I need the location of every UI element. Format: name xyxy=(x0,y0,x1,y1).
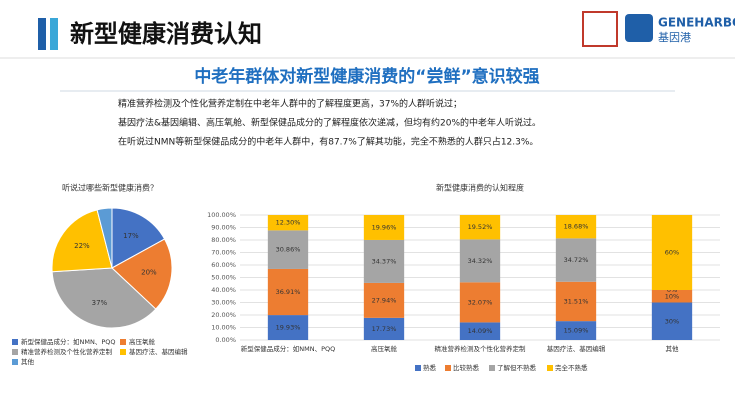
pie-slice xyxy=(111,238,173,310)
bar-segment xyxy=(267,315,309,340)
data-label: 17.73% xyxy=(372,325,397,333)
data-label: 30.86% xyxy=(276,246,301,254)
accent-bar xyxy=(50,18,58,50)
legend-label: 完全不熟悉 xyxy=(555,363,588,372)
legend-label: 了解但不熟悉 xyxy=(497,363,537,372)
bar-segment xyxy=(555,281,597,322)
data-label: 15.09% xyxy=(564,327,589,335)
legend-swatch xyxy=(489,365,495,371)
data-label: 36.91% xyxy=(276,288,301,296)
data-label: 10% xyxy=(665,292,679,300)
y-tick-label: 70.00% xyxy=(211,249,236,257)
data-label: 27.94% xyxy=(372,296,397,304)
subtitle: 中老年群体对新型健康消费的“尝鲜”意识较强 xyxy=(194,66,539,87)
legend-swatch xyxy=(415,365,421,371)
legend-swatch xyxy=(445,365,451,371)
bar-segment xyxy=(363,282,405,318)
legend-swatch xyxy=(12,339,18,345)
bar-segment xyxy=(459,215,501,240)
slide-title: 新型健康消费认知 xyxy=(70,20,262,48)
y-tick-label: 90.00% xyxy=(211,224,236,232)
y-tick-label: 80.00% xyxy=(211,236,236,244)
data-label: 19.93% xyxy=(276,324,301,332)
paragraph: 在听说过NMN等新型保健品成分的中老年人群中，有87.7%了解其功能，完全不熟悉… xyxy=(118,136,538,148)
pie-slice xyxy=(51,267,157,329)
data-label: 14.09% xyxy=(468,327,493,335)
data-label: 18.68% xyxy=(564,223,589,231)
data-label: 17% xyxy=(123,232,139,240)
legend-swatch xyxy=(12,359,18,365)
logo-icon xyxy=(625,14,653,42)
x-tick-label: 基因疗法、基因编辑 xyxy=(547,344,606,353)
data-label: 30% xyxy=(665,317,679,325)
bar-segment xyxy=(651,302,693,340)
partner-logo xyxy=(582,11,618,47)
data-label: 19.96% xyxy=(372,223,397,231)
y-tick-label: 20.00% xyxy=(211,311,236,319)
pie-slice xyxy=(51,209,113,273)
x-tick-label: 新型保健品成分：如NMN、PQQ xyxy=(241,344,336,353)
x-tick-label: 高压氧舱 xyxy=(371,344,398,353)
pie-slice xyxy=(111,207,166,269)
y-tick-label: 30.00% xyxy=(211,299,236,307)
y-tick-label: 60.00% xyxy=(211,261,236,269)
data-label: 32.07% xyxy=(468,298,493,306)
bar-segment xyxy=(363,239,405,283)
data-label: 12.30% xyxy=(276,219,301,227)
bar-segment xyxy=(363,317,405,340)
data-label: 34.72% xyxy=(564,256,589,264)
bar-segment xyxy=(651,215,693,290)
legend-label: 新型保健品成分：如NMN、PQQ xyxy=(21,337,116,346)
x-tick-label: 精准营养检测及个性化营养定制 xyxy=(435,344,527,353)
legend-swatch xyxy=(12,349,18,355)
data-label: 19.52% xyxy=(468,223,493,231)
bar-segment xyxy=(555,215,597,239)
y-tick-label: 0.00% xyxy=(215,336,236,344)
bar-segment xyxy=(459,322,501,340)
paragraph: 精准营养检测及个性化营养定制在中老年人群中的了解程度更高，37%的人群听说过； xyxy=(118,98,462,110)
pie-slice xyxy=(96,207,113,269)
bar-segment xyxy=(267,268,309,316)
bar-segment xyxy=(267,215,309,231)
data-label: 37% xyxy=(92,299,108,307)
data-label: 20% xyxy=(141,269,157,277)
bar-segment xyxy=(267,230,309,269)
chart-title: 听说过哪些新型健康消费？ xyxy=(62,183,158,193)
legend-label: 熟悉 xyxy=(423,363,437,372)
y-tick-label: 50.00% xyxy=(211,274,236,282)
logo-name: GENEHARBOR xyxy=(658,16,735,30)
chart-title: 新型健康消费的认知程度 xyxy=(436,183,524,193)
legend-label: 比较熟悉 xyxy=(453,363,480,372)
accent-bar xyxy=(38,18,46,50)
legend-swatch xyxy=(120,349,126,355)
legend-label: 高压氧舱 xyxy=(129,337,156,346)
legend-label: 其他 xyxy=(21,357,35,366)
data-label: 22% xyxy=(74,242,90,250)
legend-label: 精准营养检测及个性化营养定制 xyxy=(21,347,113,356)
logo-cn: 基因港 xyxy=(658,31,691,44)
bar-segment xyxy=(459,239,501,283)
bar-segment xyxy=(651,290,693,303)
data-label: 60% xyxy=(665,249,679,257)
legend-label: 基因疗法、基因编辑 xyxy=(129,347,188,356)
legend-swatch xyxy=(120,339,126,345)
legend-swatch xyxy=(547,365,553,371)
bar-segment xyxy=(555,238,597,282)
y-tick-label: 100.00% xyxy=(207,211,236,219)
data-label: 31.51% xyxy=(564,297,589,305)
y-tick-label: 10.00% xyxy=(211,324,236,332)
paragraph: 基因疗法&基因编辑、高压氧舱、新型保健品成分的了解程度依次递减，但均有约20%的… xyxy=(118,117,541,129)
x-tick-label: 其他 xyxy=(666,344,680,353)
y-tick-label: 40.00% xyxy=(211,286,236,294)
bar-segment xyxy=(363,215,405,240)
data-label: 34.32% xyxy=(468,257,493,265)
data-label: 34.37% xyxy=(372,257,397,265)
bar-segment xyxy=(459,282,501,323)
bar-segment xyxy=(555,321,597,340)
